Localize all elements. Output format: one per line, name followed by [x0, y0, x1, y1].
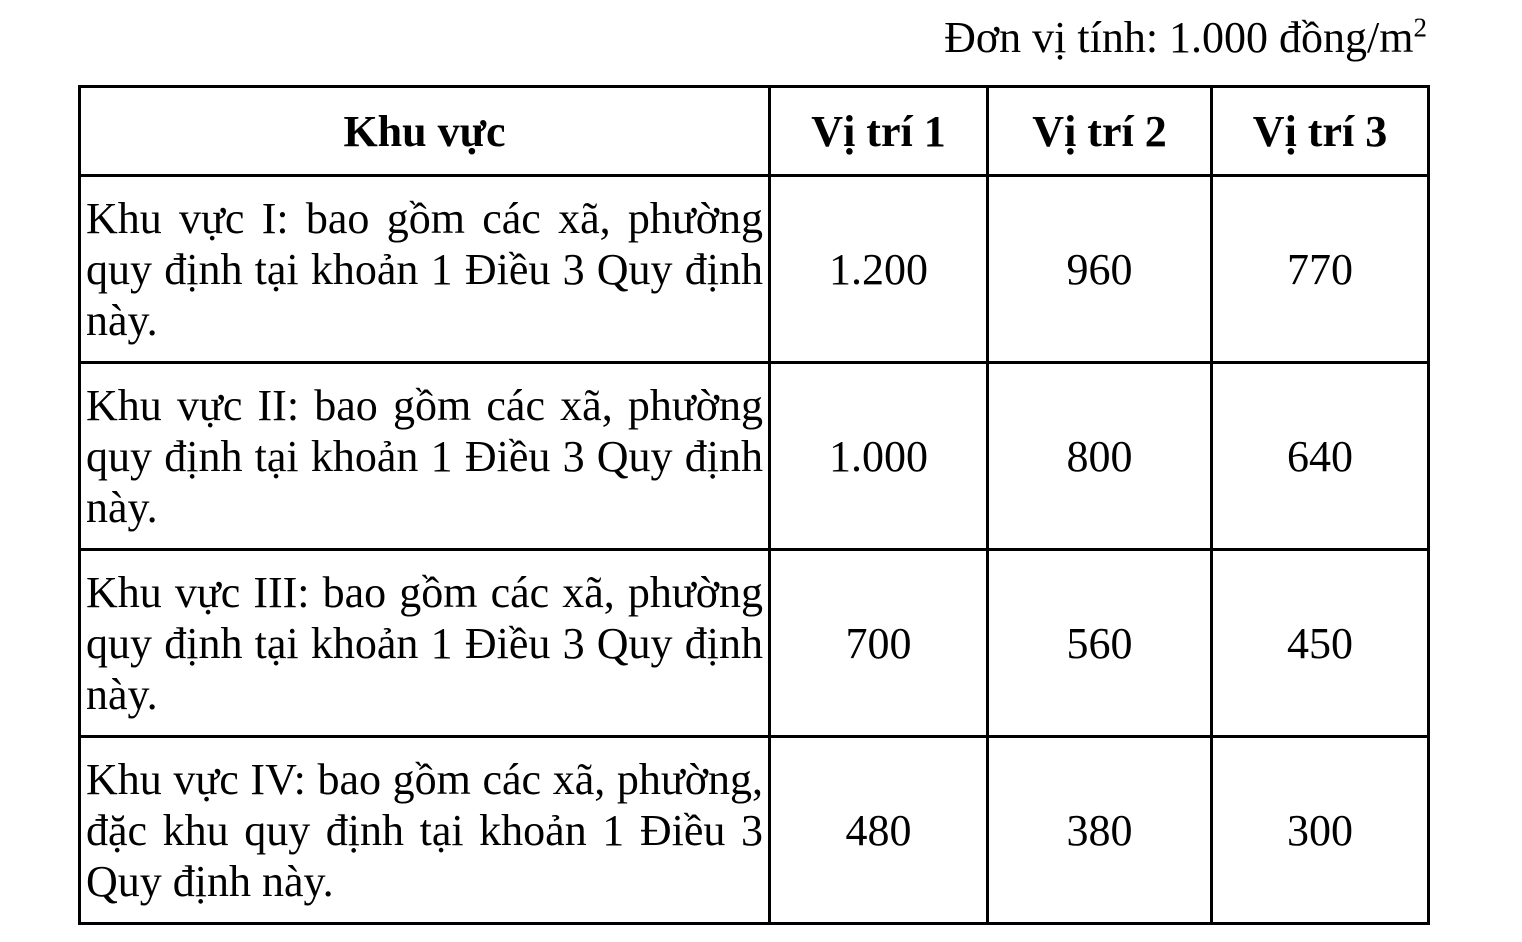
zone-description-cell: Khu vực IV: bao gồm các xã, phường, đặc … [78, 735, 771, 925]
header-zone: Khu vực [78, 85, 771, 177]
price-cell: 300 [1210, 735, 1430, 925]
price-cell: 480 [768, 735, 989, 925]
price-cell: 700 [768, 548, 989, 738]
header-position-1: Vị trí 1 [768, 85, 989, 177]
row-khu-vuc-iii: Khu vực III: bao gồm các xã, phường quy … [78, 548, 1430, 738]
zone-description-cell: Khu vực I: bao gồm các xã, phường quy đị… [78, 174, 771, 364]
price-cell: 1.000 [768, 361, 989, 551]
price-cell: 450 [1210, 548, 1430, 738]
header-position-2: Vị trí 2 [986, 85, 1213, 177]
row-khu-vuc-iv: Khu vực IV: bao gồm các xã, phường, đặc … [78, 735, 1430, 925]
price-cell: 560 [986, 548, 1213, 738]
row-khu-vuc-i: Khu vực I: bao gồm các xã, phường quy đị… [78, 174, 1430, 364]
zone-description-cell: Khu vực III: bao gồm các xã, phường quy … [78, 548, 771, 738]
unit-caption: Đơn vị tính: 1.000 đồng/m2 [944, 12, 1427, 63]
price-cell: 640 [1210, 361, 1430, 551]
unit-caption-text: Đơn vị tính: 1.000 đồng/m [944, 13, 1414, 62]
header-position-3: Vị trí 3 [1210, 85, 1430, 177]
header-row: Khu vực Vị trí 1 Vị trí 2 Vị trí 3 [78, 85, 1430, 177]
price-cell: 770 [1210, 174, 1430, 364]
unit-caption-superscript: 2 [1413, 12, 1428, 43]
price-cell: 1.200 [768, 174, 989, 364]
land-price-table: Khu vực Vị trí 1 Vị trí 2 Vị trí 3 Khu v… [78, 85, 1430, 925]
price-cell: 380 [986, 735, 1213, 925]
row-khu-vuc-ii: Khu vực II: bao gồm các xã, phường quy đ… [78, 361, 1430, 551]
price-cell: 800 [986, 361, 1213, 551]
zone-description-cell: Khu vực II: bao gồm các xã, phường quy đ… [78, 361, 771, 551]
price-cell: 960 [986, 174, 1213, 364]
